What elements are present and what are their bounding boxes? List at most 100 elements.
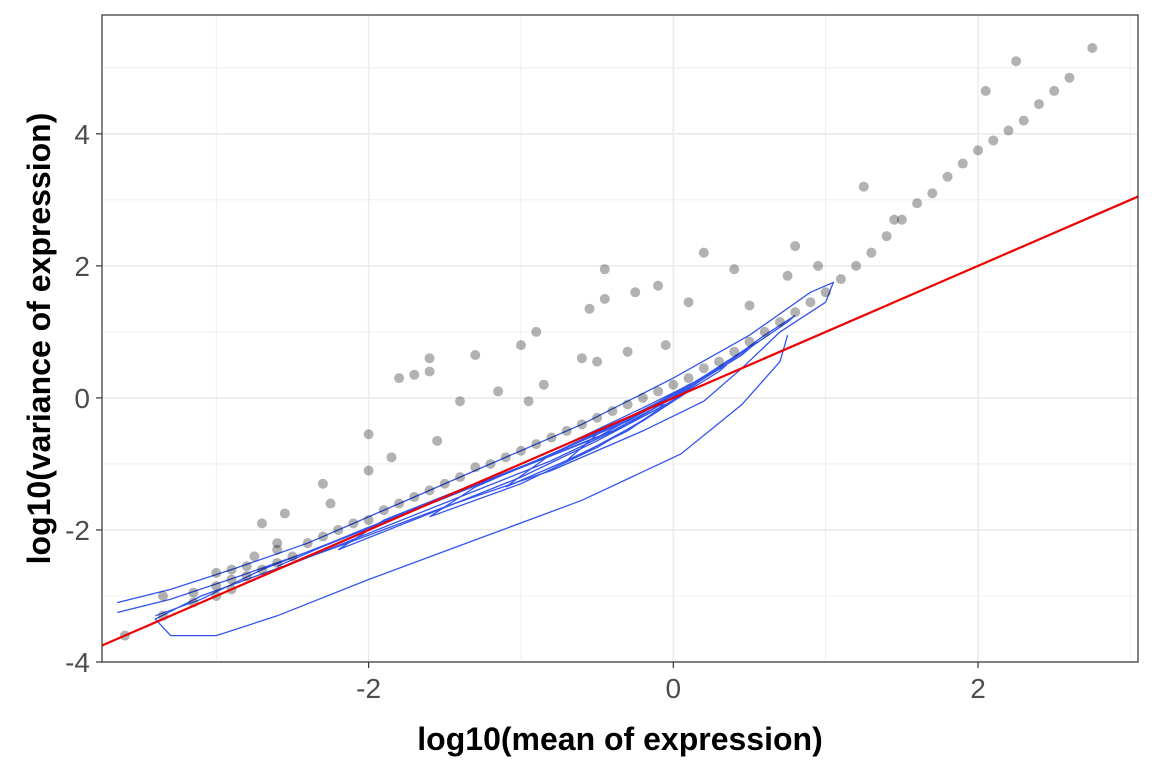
data-point bbox=[363, 429, 374, 440]
data-point bbox=[653, 280, 664, 291]
data-point bbox=[226, 564, 237, 575]
grid-layer bbox=[102, 15, 1138, 663]
data-point bbox=[957, 158, 968, 169]
x-axis-title: log10(mean of expression) bbox=[417, 721, 822, 757]
y-tick-label: 2 bbox=[74, 251, 90, 282]
data-point bbox=[851, 260, 862, 271]
data-point bbox=[744, 300, 755, 311]
data-point bbox=[668, 379, 679, 390]
data-point bbox=[729, 264, 740, 275]
data-point bbox=[157, 590, 168, 601]
data-point bbox=[424, 366, 435, 377]
y-tick-label: -4 bbox=[65, 647, 90, 678]
data-point bbox=[592, 412, 603, 423]
x-tick-label: 0 bbox=[666, 673, 682, 704]
x-tick-label: 2 bbox=[970, 673, 986, 704]
data-point bbox=[432, 435, 443, 446]
data-point bbox=[607, 406, 618, 417]
data-point bbox=[531, 439, 542, 450]
data-point bbox=[805, 297, 816, 308]
data-point bbox=[363, 515, 374, 526]
data-point bbox=[820, 287, 831, 298]
data-point bbox=[279, 508, 290, 519]
density-contour-line bbox=[117, 281, 835, 637]
data-point bbox=[866, 247, 877, 258]
data-point bbox=[858, 181, 869, 192]
data-point bbox=[592, 356, 603, 367]
data-point bbox=[942, 171, 953, 182]
data-point bbox=[348, 518, 359, 529]
data-point bbox=[386, 452, 397, 463]
data-point bbox=[988, 135, 999, 146]
data-point bbox=[790, 307, 801, 318]
data-point bbox=[790, 241, 801, 252]
data-point bbox=[622, 346, 633, 357]
data-point bbox=[1087, 43, 1098, 54]
data-point bbox=[523, 396, 534, 407]
data-point bbox=[584, 303, 595, 314]
data-point bbox=[561, 425, 572, 436]
data-point bbox=[394, 373, 405, 384]
data-point bbox=[896, 214, 907, 225]
data-point bbox=[1064, 72, 1075, 83]
data-point bbox=[599, 293, 610, 304]
data-point bbox=[546, 432, 557, 443]
data-point bbox=[1018, 115, 1029, 126]
data-point bbox=[272, 538, 283, 549]
data-point bbox=[409, 491, 420, 502]
density-contour-line bbox=[566, 403, 667, 462]
data-point bbox=[188, 587, 199, 598]
data-point bbox=[1011, 56, 1022, 67]
data-point bbox=[493, 386, 504, 397]
data-point bbox=[241, 571, 252, 582]
data-point bbox=[1049, 85, 1060, 96]
data-point bbox=[531, 326, 542, 337]
data-point bbox=[881, 231, 892, 242]
data-point bbox=[424, 485, 435, 496]
data-point bbox=[813, 260, 824, 271]
data-point bbox=[744, 336, 755, 347]
data-point bbox=[683, 373, 694, 384]
data-point bbox=[249, 551, 260, 562]
data-point bbox=[317, 478, 328, 489]
data-point bbox=[927, 188, 938, 199]
density-contour-line bbox=[429, 377, 705, 518]
data-point bbox=[211, 581, 222, 592]
data-point bbox=[515, 340, 526, 351]
data-point bbox=[211, 567, 222, 578]
data-point bbox=[409, 369, 420, 380]
data-point bbox=[455, 396, 466, 407]
y-axis-title: log10(variance of expression) bbox=[21, 113, 57, 565]
data-point bbox=[317, 531, 328, 542]
data-point bbox=[653, 386, 664, 397]
data-point bbox=[455, 472, 466, 483]
data-point bbox=[698, 363, 709, 374]
data-point bbox=[637, 392, 648, 403]
data-point bbox=[1033, 99, 1044, 110]
data-point bbox=[485, 458, 496, 469]
y-tick-label: 4 bbox=[74, 119, 90, 150]
tick-layer: -2 0 2 -4 -2 0 2 4 bbox=[65, 119, 986, 704]
data-point bbox=[333, 524, 344, 535]
data-point bbox=[576, 419, 587, 430]
panel-border bbox=[101, 14, 1139, 663]
data-point bbox=[363, 465, 374, 476]
reference-line bbox=[101, 195, 1139, 647]
data-point bbox=[973, 145, 984, 156]
points-layer bbox=[119, 43, 1098, 641]
data-point bbox=[1003, 125, 1014, 136]
data-point bbox=[683, 297, 694, 308]
data-point bbox=[272, 557, 283, 568]
data-point bbox=[835, 274, 846, 285]
data-point bbox=[439, 478, 450, 489]
data-point bbox=[698, 247, 709, 258]
data-point bbox=[325, 498, 336, 509]
data-point bbox=[714, 356, 725, 367]
data-point bbox=[470, 462, 481, 473]
data-point bbox=[241, 561, 252, 572]
data-point bbox=[394, 498, 405, 509]
data-point bbox=[782, 270, 793, 281]
data-point bbox=[287, 551, 298, 562]
data-point bbox=[759, 326, 770, 337]
